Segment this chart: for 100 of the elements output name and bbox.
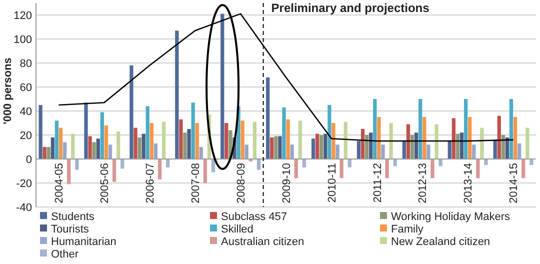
bar [274, 136, 278, 159]
bar [340, 159, 344, 178]
bar [311, 138, 316, 159]
bar [92, 142, 96, 159]
x-tick-label: 2012-13 [417, 163, 430, 204]
bar [84, 102, 88, 159]
bar [328, 105, 332, 159]
bar [88, 136, 92, 159]
bar [266, 77, 270, 159]
bar [430, 159, 434, 178]
bar [166, 159, 170, 168]
bar [348, 159, 352, 168]
bar [373, 99, 377, 159]
legend-label: Students [51, 210, 95, 223]
bar [476, 159, 480, 178]
bar [468, 117, 472, 159]
bar [526, 128, 530, 159]
bar [252, 122, 257, 159]
legend-label: Subclass 457 [221, 210, 288, 223]
bar [96, 138, 100, 159]
bar [224, 123, 228, 159]
y-tick-label: 80 [20, 58, 32, 70]
x-tick-label: 2013-14 [462, 163, 475, 204]
bar [134, 128, 138, 159]
x-tick-label: 2008-09 [235, 163, 248, 204]
bar [158, 159, 162, 180]
bar [199, 147, 203, 159]
bar [146, 106, 150, 159]
bar [332, 123, 336, 159]
bar [294, 159, 298, 178]
bar [244, 144, 248, 159]
bar [315, 134, 320, 159]
bar [203, 159, 208, 183]
bar [71, 134, 75, 159]
bar [389, 123, 393, 159]
bar [183, 132, 187, 159]
bar [513, 117, 518, 159]
y-tick-label: 40 [20, 106, 32, 118]
bar [456, 134, 460, 159]
x-tick-label: 2010-11 [326, 163, 338, 203]
bar [302, 159, 306, 168]
legend-label: Family [391, 223, 424, 236]
bar [364, 135, 369, 159]
bar [58, 128, 63, 159]
bar [286, 119, 290, 159]
legend-label: Australian citizen [221, 236, 304, 248]
bar [100, 112, 104, 159]
bar [46, 147, 50, 159]
bar [191, 102, 195, 159]
bar [422, 117, 426, 159]
bar [448, 141, 452, 159]
x-tick-label: 2007-08 [190, 163, 202, 204]
bar [256, 159, 261, 170]
bar [175, 30, 179, 159]
bar [438, 159, 442, 166]
bar [360, 129, 365, 159]
bar [452, 118, 456, 159]
bar [381, 144, 385, 159]
bar [162, 122, 166, 159]
bar [414, 132, 418, 159]
x-tick-label: 2006-07 [144, 163, 156, 204]
y-axis-title: '000 persons [2, 58, 14, 124]
bar [278, 136, 282, 159]
y-tick-label: 100 [14, 34, 32, 46]
ref-line-label: Preliminary and projections [271, 1, 430, 15]
bar [75, 159, 79, 170]
bar [480, 128, 484, 159]
bar [240, 120, 244, 159]
bar [369, 132, 373, 159]
x-tick-label: 2011-12 [372, 163, 384, 203]
bar [501, 135, 505, 159]
bar [434, 124, 438, 159]
legend-label: Tourists [51, 223, 90, 236]
bar [54, 120, 59, 159]
bar [130, 65, 134, 159]
bar [290, 144, 294, 159]
bar [138, 137, 142, 159]
y-tick-label: -40 [16, 202, 32, 214]
legend-label: Skilled [221, 223, 254, 236]
y-tick-label: 60 [20, 82, 32, 94]
bar [116, 131, 120, 159]
bar [410, 135, 414, 159]
bar [522, 159, 526, 178]
y-tick-label: 0 [26, 154, 32, 166]
bar [220, 14, 224, 159]
bar [472, 144, 476, 159]
bar [320, 135, 324, 159]
bar [324, 134, 328, 159]
bar [154, 143, 158, 159]
y-tick-label: 120 [14, 10, 32, 22]
legend-label: Other [51, 248, 79, 260]
bar [142, 134, 146, 159]
bar [418, 99, 422, 159]
bar [187, 129, 191, 159]
bar [104, 125, 108, 159]
bar [112, 159, 116, 182]
x-tick-label: 2014-15 [508, 163, 520, 204]
bar [336, 144, 340, 159]
bar [67, 159, 71, 184]
y-tick-label: 20 [20, 130, 32, 142]
